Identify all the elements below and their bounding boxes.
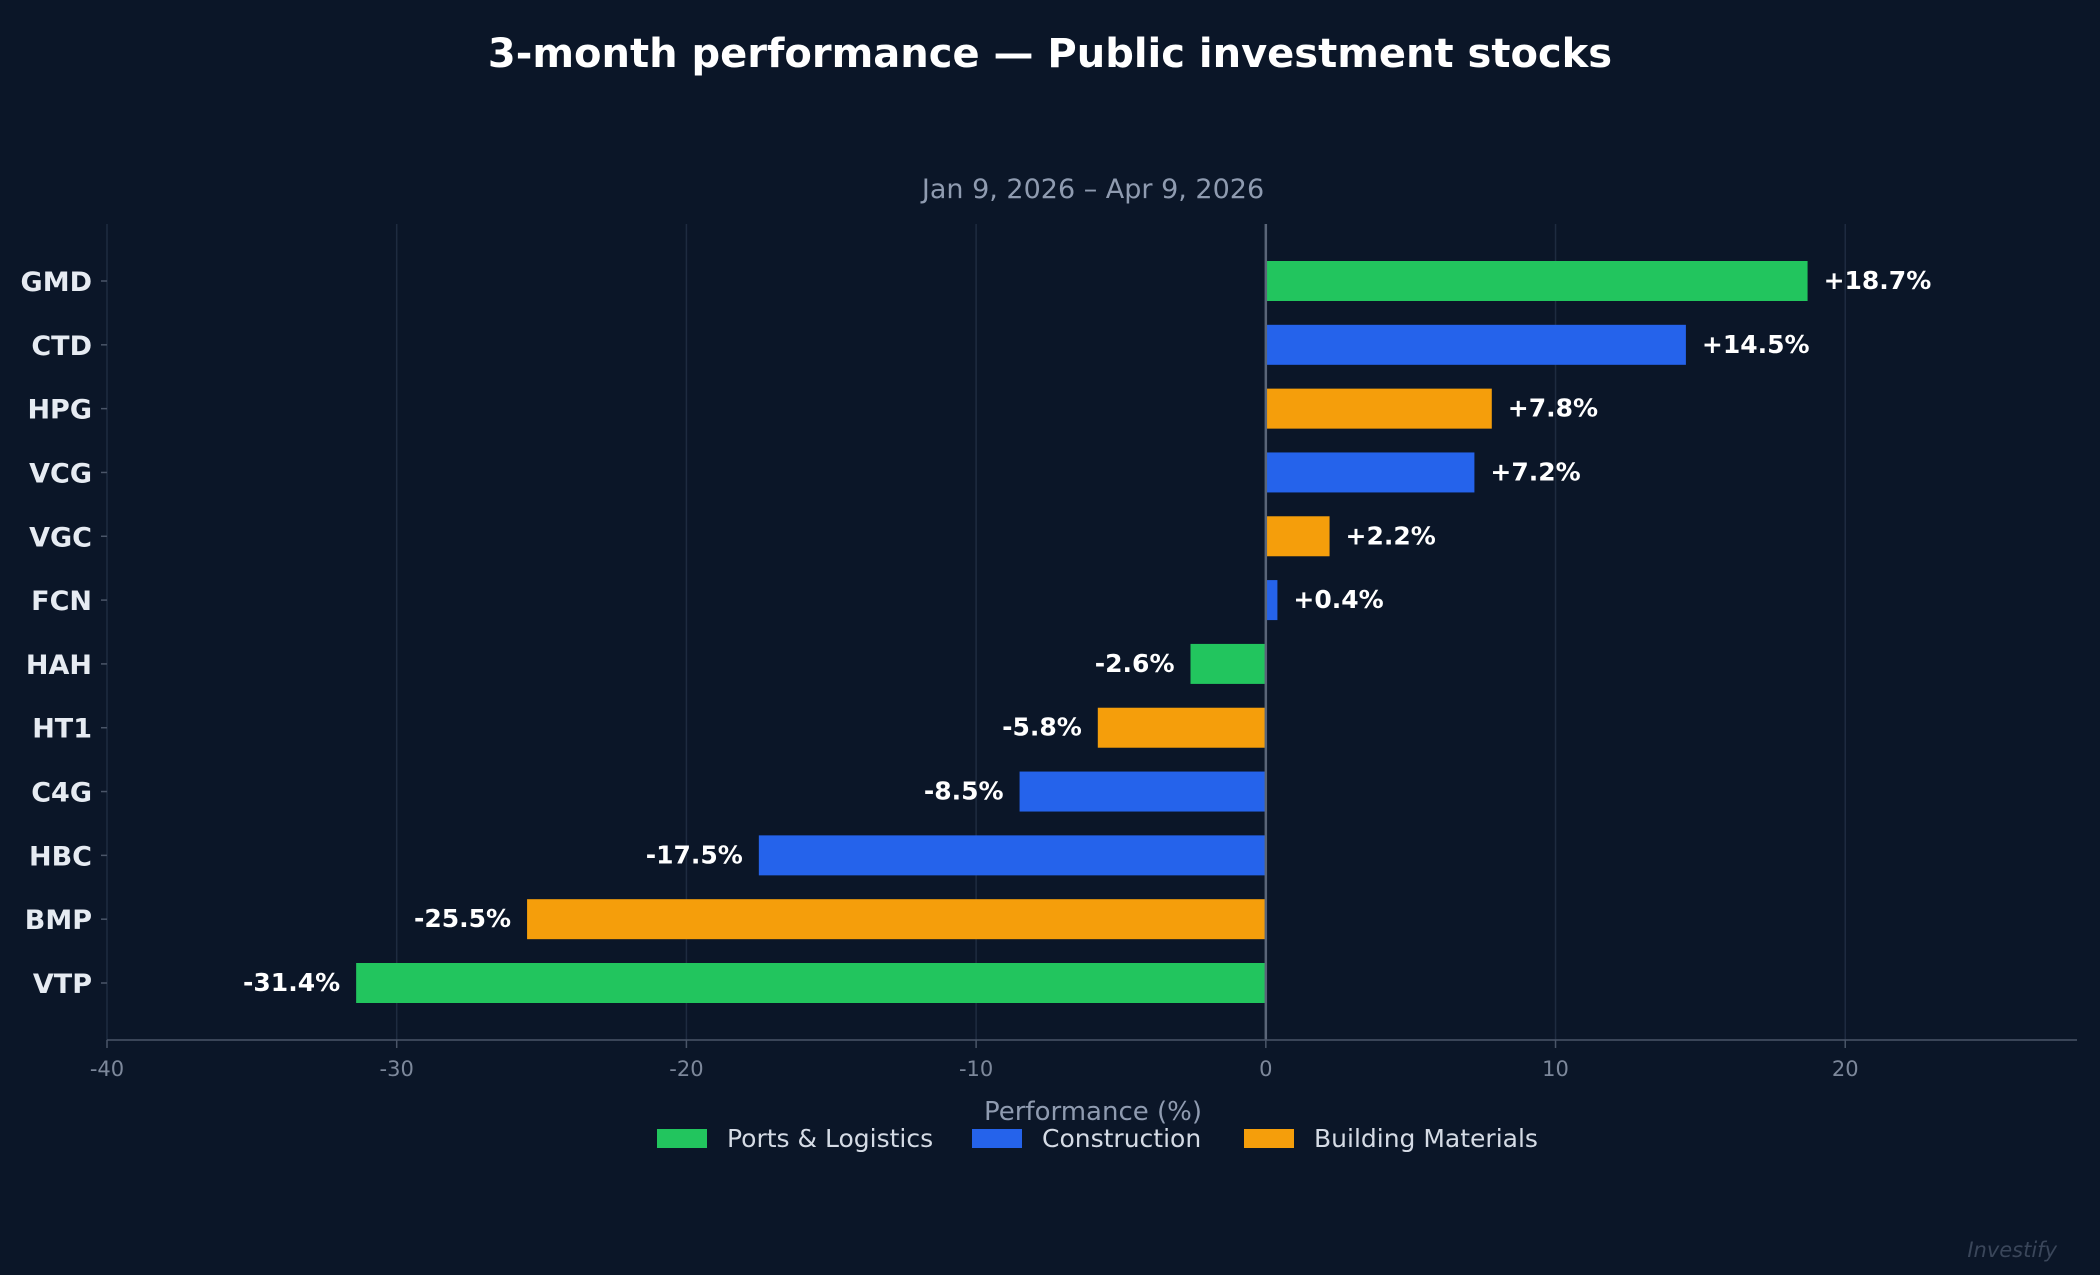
chart-title: 3-month performance — Public investment … [488,31,1612,77]
data-label: +2.2% [1346,521,1436,550]
legend-swatch [1244,1129,1294,1148]
data-label: +7.8% [1508,394,1598,423]
y-tick-label: HT1 [32,714,92,745]
x-tick-label: 0 [1259,1057,1272,1081]
x-axis: -40 -30 -20 -10 0 10 20 [90,1039,2077,1081]
legend-label: Building Materials [1314,1124,1538,1153]
y-axis: GMD CTD HPG VCG VGC FCN HAH HT1 C4G HBC BMP VTP [21,224,1268,1040]
bar [1190,643,1266,684]
bar [1265,580,1278,621]
y-tick-label: C4G [31,778,92,809]
y-tick-label: HAH [26,650,92,681]
data-label: -5.8% [1002,713,1082,742]
data-label: -8.5% [924,777,1004,806]
data-label: -31.4% [243,968,340,997]
data-label: +0.4% [1293,585,1383,614]
y-tick-label: VGC [29,522,92,553]
x-tick-label: 20 [1832,1057,1859,1081]
bar [1019,771,1266,812]
y-tick-label: BMP [25,905,92,936]
y-tick-label: FCN [31,586,92,617]
chart-subtitle: Jan 9, 2026 – Apr 9, 2026 [920,174,1264,205]
x-tick-label: -20 [669,1057,703,1081]
legend-swatch [657,1129,707,1148]
bar [1097,707,1266,748]
bar [1265,388,1492,429]
legend: Ports & Logistics Construction Building Ma… [657,1124,1538,1153]
bars: +18.7% +14.5% +7.8% +7.2% +2.2% +0.4% -2.6% -5.… [243,261,1931,1003]
bar [1265,324,1686,365]
data-label: -2.6% [1095,649,1175,678]
data-label: -25.5% [414,904,511,933]
y-tick-label: HPG [27,395,92,426]
x-tick-label: -40 [90,1057,124,1081]
y-tick-label: VCG [29,458,92,489]
watermark: Investify [1967,1238,2057,1262]
x-tick-label: 10 [1542,1057,1569,1081]
y-tick-label: HBC [29,841,92,872]
data-label: -17.5% [646,840,743,869]
bar [527,899,1266,940]
legend-label: Construction [1042,1124,1201,1153]
bar [356,963,1266,1003]
x-tick-label: -10 [959,1057,993,1081]
data-label: +7.2% [1490,457,1580,486]
data-label: +14.5% [1702,330,1810,359]
data-label: +18.7% [1824,266,1932,295]
bar [1265,452,1475,493]
y-tick-label: CTD [31,331,92,362]
bar [1265,261,1808,301]
bar [1265,516,1330,557]
x-tick-label: -30 [380,1057,414,1081]
x-axis-title: Performance (%) [984,1097,1202,1127]
y-tick-label: VTP [33,969,92,1000]
bar [758,835,1266,876]
legend-label: Ports & Logistics [727,1124,933,1153]
y-tick-label: GMD [21,267,92,298]
legend-swatch [972,1129,1022,1148]
